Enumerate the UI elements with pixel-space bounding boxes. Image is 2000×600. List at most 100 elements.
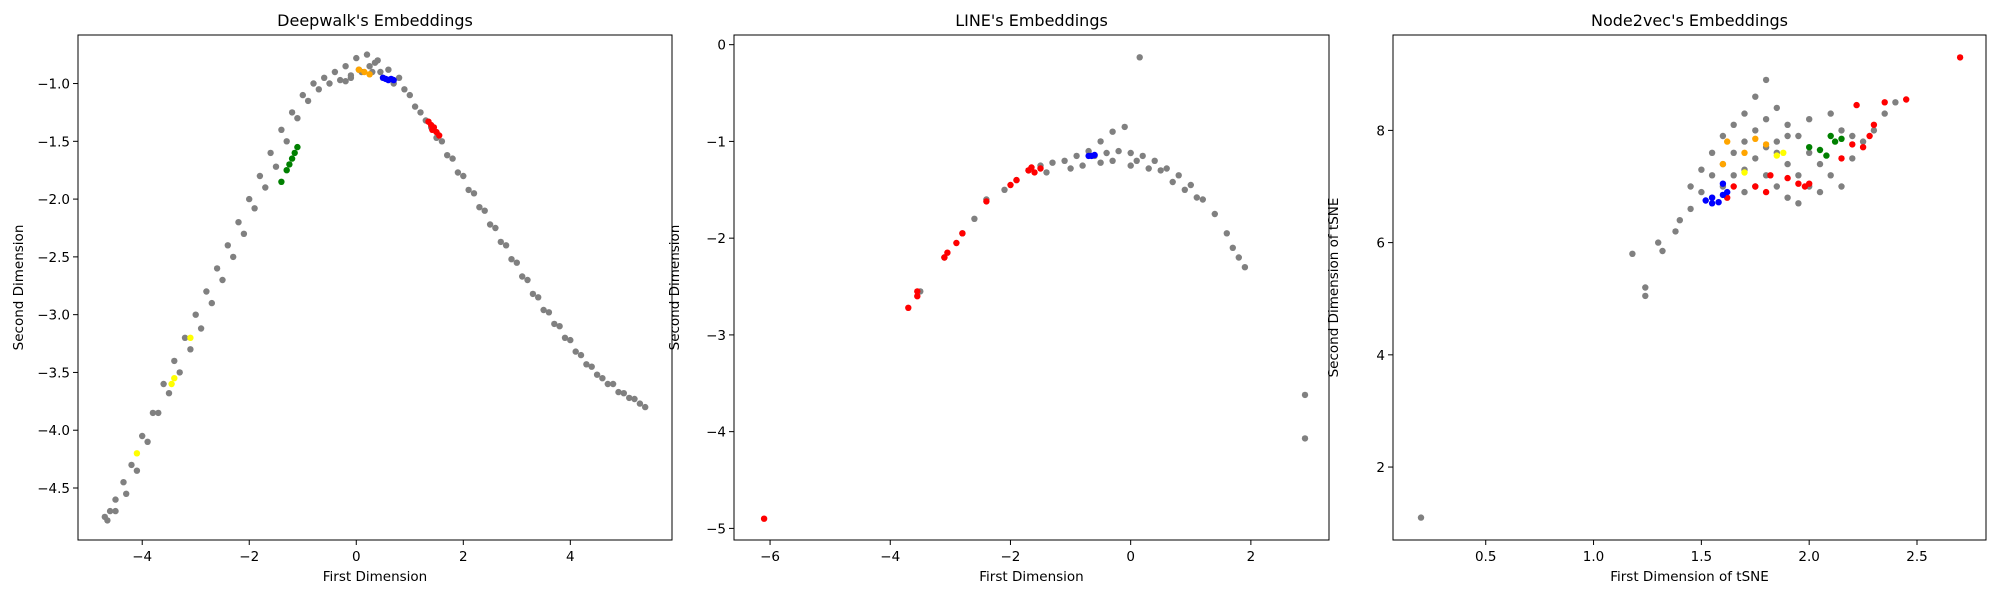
node2vec-point-1-6 <box>1849 141 1856 148</box>
deepwalk-point-3-2 <box>288 155 296 162</box>
node2vec-point-4-3 <box>1741 149 1748 156</box>
deepwalk-point-0-36 <box>470 190 478 197</box>
node2vec-point-0-54 <box>1784 132 1791 140</box>
deepwalk-point-0-48 <box>599 375 606 382</box>
line-point-0-43 <box>1127 162 1134 169</box>
line-axes-frame <box>733 34 1330 541</box>
line-ytick-label-0: −5 <box>706 521 726 537</box>
deepwalk-point-0-56 <box>133 467 141 474</box>
line-points <box>760 54 1309 522</box>
deepwalk-point-0-65 <box>230 253 237 261</box>
node2vec-point-0-27 <box>1892 99 1899 106</box>
line-point-0-1 <box>1121 123 1128 131</box>
node2vec-point-0-12 <box>1730 149 1737 156</box>
line-point-1-13 <box>1031 169 1038 176</box>
deepwalk-point-0-4 <box>128 461 135 469</box>
deepwalk-point-0-59 <box>165 390 173 397</box>
line-point-0-11 <box>1001 186 1008 193</box>
deepwalk-point-3-3 <box>286 161 293 168</box>
line-point-0-34 <box>1133 157 1140 164</box>
deepwalk-point-0-62 <box>197 325 205 332</box>
deepwalk-point-0-103 <box>636 400 644 407</box>
node2vec-point-1-8 <box>1795 180 1802 187</box>
deepwalk-xtick-label-0: −4 <box>132 549 152 565</box>
node2vec-point-0-21 <box>1827 172 1834 179</box>
line-point-1-9 <box>1007 181 1014 189</box>
deepwalk-point-0-34 <box>449 155 456 162</box>
node2vec-point-3-3 <box>1838 135 1845 142</box>
deepwalk-point-0-68 <box>262 184 269 191</box>
line-point-1-4 <box>941 254 948 261</box>
deepwalk-point-0-18 <box>278 126 285 133</box>
node2vec-point-0-14 <box>1752 127 1759 134</box>
deepwalk-point-0-44 <box>556 323 563 330</box>
node2vec-point-3-4 <box>1806 144 1813 151</box>
line-point-0-33 <box>1109 157 1116 164</box>
deepwalk-point-0-33 <box>438 138 446 145</box>
deepwalk-xtick-label-3: 2 <box>459 549 468 565</box>
node2vec-ylabel: Second Dimension of tSNE <box>1326 198 1342 378</box>
deepwalk-xtick-label-1: −2 <box>239 549 259 565</box>
line-point-0-4 <box>1085 147 1092 155</box>
node2vec-point-1-16 <box>1730 183 1737 190</box>
deepwalk-point-0-73 <box>315 86 322 93</box>
node2vec-ytick-label-3: 8 <box>1376 123 1385 139</box>
deepwalk-point-0-95 <box>551 320 558 328</box>
line-point-0-2 <box>1109 128 1116 135</box>
deepwalk-point-0-7 <box>160 380 167 388</box>
node2vec-title: Node2vec's Embeddings <box>1591 11 1788 30</box>
node2vec-point-0-56 <box>1827 110 1834 117</box>
node2vec-point-2-0 <box>1702 197 1709 204</box>
deepwalk-point-0-45 <box>567 336 574 344</box>
node2vec-point-1-7 <box>1859 144 1867 151</box>
line-point-0-5 <box>1073 152 1080 160</box>
node2vec-ytick-label-2: 6 <box>1376 236 1385 252</box>
deepwalk-point-0-24 <box>342 62 349 70</box>
deepwalk-ytick-label-7: −1.0 <box>37 77 70 93</box>
line-panel: −6 −4 −2 0 2 −5 −4 −3 −2 −1 0 LINE's Embeddings Firs… <box>667 11 1330 585</box>
line-point-2-2 <box>1091 151 1098 159</box>
deepwalk-point-0-109 <box>377 68 384 76</box>
deepwalk-point-0-60 <box>176 369 183 376</box>
deepwalk-point-0-108 <box>371 59 379 66</box>
deepwalk-point-3-1 <box>291 149 298 157</box>
deepwalk-point-0-57 <box>144 438 151 445</box>
deepwalk-point-0-81 <box>401 86 408 93</box>
node2vec-point-0-36 <box>1795 172 1802 179</box>
node2vec-point-0-35 <box>1784 160 1791 168</box>
deepwalk-point-0-52 <box>642 403 649 411</box>
line-point-1-12 <box>1028 164 1035 171</box>
line-ytick-label-4: −1 <box>706 134 726 150</box>
deepwalk-point-0-47 <box>588 363 595 370</box>
line-point-0-27 <box>1211 210 1219 218</box>
deepwalk-point-0-99 <box>593 371 601 378</box>
node2vec-point-0-26 <box>1881 110 1888 117</box>
node2vec-point-5-1 <box>1780 149 1787 156</box>
deepwalk-point-0-40 <box>513 259 520 266</box>
node2vec-point-1-13 <box>1767 172 1774 179</box>
deepwalk-panel: −4 −2 0 2 4 −4.5 −4.0 −3.5 −3.0 −2.5 −2.0 −1.5 −1.0 D… <box>11 11 673 585</box>
node2vec-point-3-1 <box>1827 132 1834 140</box>
line-xlabel: First Dimension <box>979 569 1083 585</box>
node2vec-point-0-40 <box>1708 149 1716 156</box>
deepwalk-point-0-3 <box>120 479 127 486</box>
line-point-0-37 <box>1169 178 1176 186</box>
node2vec-xtick-label-3: 2.0 <box>1798 549 1819 565</box>
line-ytick-label-1: −4 <box>706 425 726 441</box>
deepwalk-point-3-0 <box>294 143 301 151</box>
deepwalk-point-3-4 <box>283 167 290 174</box>
deepwalk-point-0-19 <box>288 109 296 116</box>
deepwalk-point-0-72 <box>304 97 312 105</box>
line-point-0-32 <box>1079 162 1086 169</box>
deepwalk-point-0-105 <box>347 74 355 82</box>
line-ylabel: Second Dimension <box>667 225 683 351</box>
node2vec-point-0-45 <box>1762 76 1770 84</box>
deepwalk-point-0-96 <box>561 334 569 341</box>
node2vec-point-0-1 <box>1629 250 1636 257</box>
node2vec-point-1-11 <box>1762 188 1770 196</box>
deepwalk-point-0-8 <box>171 357 178 365</box>
node2vec-point-0-25 <box>1870 127 1878 134</box>
deepwalk-point-0-31 <box>417 109 424 116</box>
node2vec-point-0-22 <box>1838 183 1845 190</box>
